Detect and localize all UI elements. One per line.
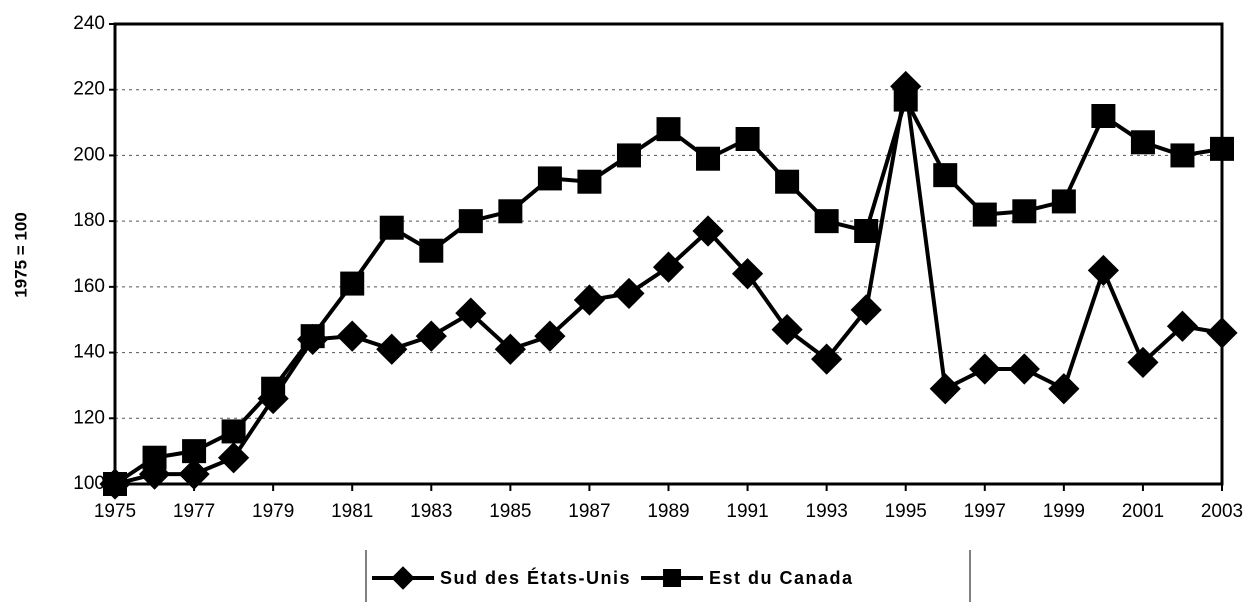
marker	[814, 209, 839, 234]
series-line	[114, 86, 1223, 486]
x-tick-label: 1979	[252, 501, 294, 522]
x-tick-label: 1975	[94, 501, 136, 522]
legend-marker	[663, 569, 682, 587]
marker	[1210, 136, 1234, 161]
marker	[300, 324, 325, 349]
marker	[735, 127, 760, 151]
series-line	[113, 94, 1223, 486]
marker	[929, 373, 961, 405]
legend-marker	[391, 566, 415, 590]
y-tick-label: 220	[73, 79, 105, 100]
y-tick-label: 100	[73, 473, 105, 494]
marker	[854, 219, 879, 243]
x-tick-label: 1993	[806, 501, 848, 522]
marker	[573, 284, 606, 316]
marker	[419, 238, 444, 263]
x-tick-label: 1989	[647, 501, 689, 522]
marker	[933, 163, 958, 188]
marker	[142, 445, 167, 470]
marker	[340, 271, 365, 296]
x-tick-label: 1997	[964, 501, 1006, 522]
marker	[969, 353, 1001, 385]
marker	[494, 333, 526, 365]
marker	[731, 258, 764, 290]
plot-frame	[113, 22, 1224, 486]
marker	[1051, 189, 1076, 214]
marker	[972, 202, 997, 227]
x-tick-label: 2001	[1122, 501, 1164, 522]
legend-text: Est du Canada	[709, 568, 854, 588]
y-axis-label: 1975 = 100	[11, 212, 30, 298]
marker	[696, 146, 721, 171]
marker	[534, 320, 566, 352]
marker	[893, 87, 918, 112]
x-tick-label: 1977	[173, 501, 215, 522]
marker	[415, 320, 447, 352]
marker	[613, 277, 645, 310]
marker	[458, 209, 483, 234]
x-tick-label: 1987	[568, 501, 610, 522]
x-tick-label: 1983	[410, 501, 452, 522]
marker	[616, 143, 641, 168]
x-tick-label: 1985	[489, 501, 531, 522]
x-tick-label: 2003	[1201, 501, 1243, 522]
marker	[1012, 199, 1037, 224]
y-tick-label: 140	[73, 342, 105, 363]
marker	[336, 320, 368, 352]
marker	[379, 215, 404, 240]
marker	[850, 294, 882, 326]
marker	[138, 458, 171, 490]
y-tick-label: 200	[73, 144, 105, 165]
marker	[811, 343, 843, 375]
marker	[1206, 317, 1238, 349]
marker	[1091, 104, 1116, 128]
marker	[182, 439, 207, 464]
marker	[218, 442, 250, 474]
y-tick-label: 120	[73, 407, 105, 428]
marker	[1008, 353, 1040, 385]
x-tick-label: 1981	[331, 501, 373, 522]
marker	[1127, 346, 1159, 379]
marker	[178, 458, 210, 490]
y-tick-label: 240	[73, 13, 105, 34]
marker	[577, 169, 602, 194]
marker	[221, 419, 246, 444]
marker	[656, 117, 681, 142]
marker	[103, 472, 127, 496]
marker	[1087, 254, 1119, 287]
y-tick-label: 180	[73, 210, 105, 231]
x-tick-label: 1995	[885, 501, 927, 522]
marker	[498, 199, 523, 224]
marker	[1048, 373, 1080, 405]
marker	[261, 376, 286, 401]
x-tick-label: 1999	[1043, 501, 1085, 522]
legend-text: Sud des États-Unis	[440, 567, 631, 588]
marker	[1170, 143, 1195, 168]
marker	[376, 333, 408, 365]
x-tick-label: 1991	[726, 501, 768, 522]
marker	[775, 169, 800, 194]
y-tick-label: 160	[73, 276, 105, 297]
marker	[692, 215, 724, 247]
marker	[771, 313, 803, 346]
marker	[652, 251, 685, 283]
marker	[537, 166, 562, 191]
marker	[1130, 130, 1155, 155]
marker	[1166, 310, 1199, 342]
marker	[890, 70, 922, 103]
marker	[455, 297, 487, 329]
